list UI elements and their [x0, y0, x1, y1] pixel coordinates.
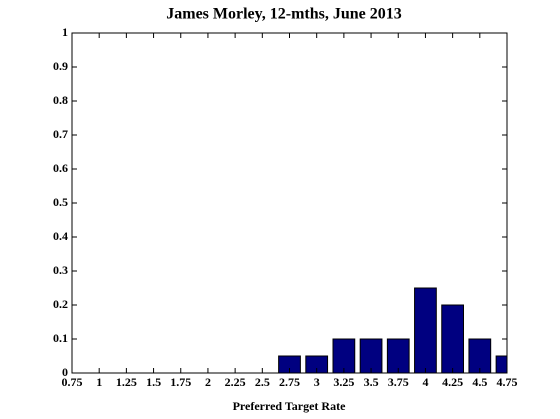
- x-tick-label: 3.5: [364, 375, 379, 389]
- x-tick-label: 0.75: [62, 375, 83, 389]
- x-tick-label: 1: [96, 375, 102, 389]
- chart-title: James Morley, 12-mths, June 2013: [166, 6, 402, 23]
- x-tick-label: 4.25: [442, 375, 463, 389]
- bar: [386, 338, 410, 373]
- bar: [359, 338, 383, 373]
- bar: [468, 338, 492, 373]
- bar: [305, 355, 329, 373]
- x-tick-label: 3.75: [388, 375, 409, 389]
- bar: [495, 355, 507, 373]
- y-tick-label: 1: [62, 25, 68, 39]
- x-tick-label: 3: [314, 375, 320, 389]
- bars: [278, 287, 507, 373]
- bar: [441, 304, 464, 373]
- x-tick-label: 3.25: [333, 375, 354, 389]
- x-tick-label: 2.75: [279, 375, 300, 389]
- x-tick-label: 2.25: [225, 375, 246, 389]
- bar: [332, 338, 356, 373]
- y-tick-label: 0.4: [53, 229, 68, 243]
- x-tick-label: 1.75: [170, 375, 191, 389]
- x-tick-label: 4.5: [472, 375, 487, 389]
- bar: [414, 287, 437, 373]
- x-tick-label: 4.75: [497, 375, 518, 389]
- x-tick-label: 2: [205, 375, 211, 389]
- y-tick-label: 0.7: [53, 127, 68, 141]
- x-tick-label: 1.25: [116, 375, 137, 389]
- y-tick-label: 0.2: [53, 297, 68, 311]
- y-tick-label: 0.9: [53, 59, 68, 73]
- y-tick-label: 0.8: [53, 93, 68, 107]
- y-tick-label: 0.3: [53, 263, 68, 277]
- y-tick-label: 0.1: [53, 331, 68, 345]
- x-tick-label: 2.5: [255, 375, 270, 389]
- y-tick-label: 0.5: [53, 195, 68, 209]
- bar: [278, 355, 301, 373]
- y-tick-label: 0: [62, 365, 68, 379]
- x-tick-label: 4: [422, 375, 428, 389]
- y-tick-label: 0.6: [53, 161, 68, 175]
- x-axis-label: Preferred Target Rate: [233, 399, 347, 413]
- x-tick-label: 1.5: [146, 375, 161, 389]
